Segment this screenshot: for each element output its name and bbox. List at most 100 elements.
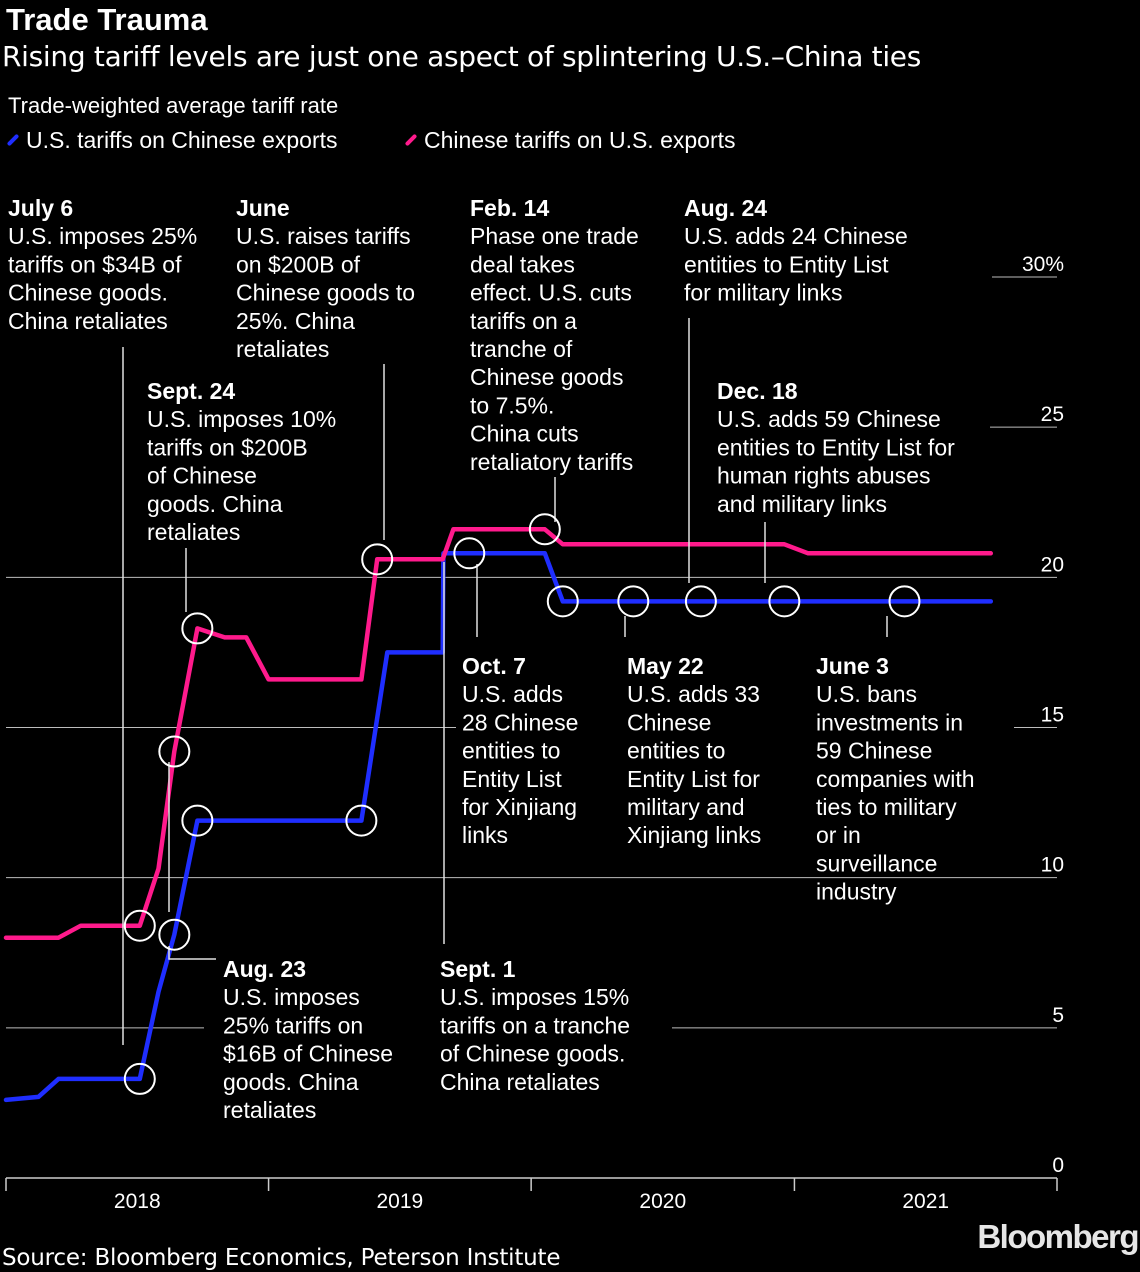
annotation-line-7-4: military and (627, 794, 745, 820)
annotation-line-1-3: 25%. China (236, 308, 355, 334)
annotation-line-6-0: U.S. adds (462, 681, 563, 707)
annotation-head-6: Oct. 7 (462, 653, 526, 679)
annotation-line-2-3: tariffs on a (470, 308, 577, 334)
annotation-line-7-2: entities to (627, 738, 725, 764)
annotation-head-7: May 22 (627, 653, 704, 679)
event-marker-14 (888, 585, 921, 618)
annotation-line-5-1: entities to Entity List for (717, 434, 955, 460)
annotation-line-6-3: Entity List (462, 766, 562, 792)
annotation-line-2-2: effect. U.S. cuts (470, 280, 632, 306)
annotation-line-7-0: U.S. adds 33 (627, 681, 760, 707)
annotation-line-1-2: Chinese goods to (236, 280, 415, 306)
leader-aug23-b (168, 946, 216, 960)
y-tick-label-20: 20 (1041, 553, 1064, 576)
event-marker-8 (453, 537, 486, 570)
event-marker-11 (617, 585, 650, 618)
annotation-line-8-5: or in (816, 822, 861, 848)
annotation-line-7-3: Entity List for (627, 766, 760, 792)
annotation-line-1-4: retaliates (236, 336, 329, 362)
event-marker-6 (345, 804, 378, 837)
annotation-line-8-7: industry (816, 879, 897, 905)
annotation-line-10-1: tariffs on a tranche (440, 1012, 630, 1038)
annotation-head-9: Aug. 23 (223, 956, 306, 982)
annotation-line-2-6: to 7.5%. (470, 392, 554, 418)
annotation-line-10-0: U.S. imposes 15% (440, 984, 629, 1010)
annotation-line-5-0: U.S. adds 59 Chinese (717, 406, 941, 432)
annotation-head-1: June (236, 195, 290, 221)
annotation-line-4-4: retaliates (147, 519, 240, 545)
annotation-line-6-2: entities to (462, 738, 560, 764)
annotation-head-10: Sept. 1 (440, 956, 516, 982)
chart-title: Trade Trauma (6, 2, 208, 37)
annotation-line-6-5: links (462, 822, 508, 848)
annotation-line-7-5: Xinjiang links (627, 822, 761, 848)
annotation-line-6-4: for Xinjiang (462, 794, 577, 820)
annotation-head-2: Feb. 14 (470, 195, 549, 221)
annotation-line-4-0: U.S. imposes 10% (147, 406, 336, 432)
x-tick-label-2019: 2019 (376, 1190, 423, 1213)
y-tick-label-10: 10 (1041, 854, 1064, 877)
annotation-head-0: July 6 (8, 195, 73, 221)
annotation-line-0-1: tariffs on $34B of (8, 251, 182, 277)
annotation-line-2-5: Chinese goods (470, 364, 623, 390)
annotation-line-2-4: tranche of (470, 336, 573, 362)
event-marker-12 (684, 585, 717, 618)
annotation-line-10-2: of Chinese goods. (440, 1041, 625, 1067)
annotation-line-9-3: goods. China (223, 1069, 359, 1095)
annotation-line-8-1: investments in (816, 709, 963, 735)
event-marker-3 (158, 735, 191, 768)
measure-label: Trade-weighted average tariff rate (8, 93, 339, 118)
event-marker-0 (123, 1062, 156, 1095)
source-note: Source: Bloomberg Economics, Peterson In… (2, 1245, 561, 1271)
event-marker-13 (768, 585, 801, 618)
y-tick-label-5: 5 (1052, 1004, 1064, 1027)
event-marker-5 (181, 612, 214, 645)
y-tick-label-15: 15 (1041, 704, 1064, 727)
annotation-line-7-1: Chinese (627, 709, 711, 735)
y-tick-label-0: 0 (1052, 1154, 1064, 1177)
annotation-head-4: Sept. 24 (147, 378, 235, 404)
annotation-line-2-1: deal takes (470, 251, 575, 277)
annotation-line-4-1: tariffs on $200B (147, 434, 308, 460)
legend-item-china: Chinese tariffs on U.S. exports (404, 126, 736, 154)
annotation-line-2-7: China cuts (470, 421, 579, 447)
event-marker-4 (181, 804, 214, 837)
annotation-line-8-6: surveillance (816, 850, 937, 876)
annotation-head-3: Aug. 24 (684, 195, 767, 221)
x-tick-label-2020: 2020 (639, 1190, 686, 1213)
x-tick-label-2021: 2021 (902, 1190, 949, 1213)
y-tick-label-30: 30% (1022, 253, 1064, 276)
annotation-line-8-0: U.S. bans (816, 681, 917, 707)
annotation-line-10-3: China retaliates (440, 1069, 600, 1095)
legend-label-us: U.S. tariffs on Chinese exports (26, 127, 338, 153)
annotation-line-8-4: ties to military (816, 794, 957, 820)
annotation-line-0-0: U.S. imposes 25% (8, 223, 197, 249)
annotation-line-4-3: goods. China (147, 491, 283, 517)
annotation-head-5: Dec. 18 (717, 378, 798, 404)
annotation-line-0-3: China retaliates (8, 308, 168, 334)
annotation-line-9-1: 25% tariffs on (223, 1012, 363, 1038)
legend-item-us: U.S. tariffs on Chinese exports (6, 126, 338, 154)
event-marker-9 (528, 513, 561, 546)
annotation-line-5-2: human rights abuses (717, 463, 931, 489)
x-tick-label-2018: 2018 (114, 1190, 161, 1213)
legend-label-china: Chinese tariffs on U.S. exports (424, 127, 736, 153)
annotation-line-8-3: companies with (816, 766, 975, 792)
series-line-0 (3, 551, 994, 1103)
annotation-line-9-4: retaliates (223, 1097, 316, 1123)
event-marker-1 (123, 909, 156, 942)
annotation-line-3-2: for military links (684, 280, 842, 306)
annotation-line-1-0: U.S. raises tariffs (236, 223, 411, 249)
event-marker-7 (361, 543, 394, 576)
annotation-line-9-0: U.S. imposes (223, 984, 360, 1010)
chart-subtitle: Rising tariff levels are just one aspect… (2, 40, 922, 73)
annotation-line-1-1: on $200B of (236, 251, 361, 277)
annotation-line-6-1: 28 Chinese (462, 709, 578, 735)
annotation-line-2-0: Phase one trade (470, 223, 639, 249)
annotation-line-3-0: U.S. adds 24 Chinese (684, 223, 908, 249)
annotation-line-5-3: and military links (717, 491, 887, 517)
annotation-line-2-8: retaliatory tariffs (470, 449, 633, 475)
annotation-line-4-2: of Chinese (147, 463, 257, 489)
annotation-line-0-2: Chinese goods. (8, 280, 168, 306)
